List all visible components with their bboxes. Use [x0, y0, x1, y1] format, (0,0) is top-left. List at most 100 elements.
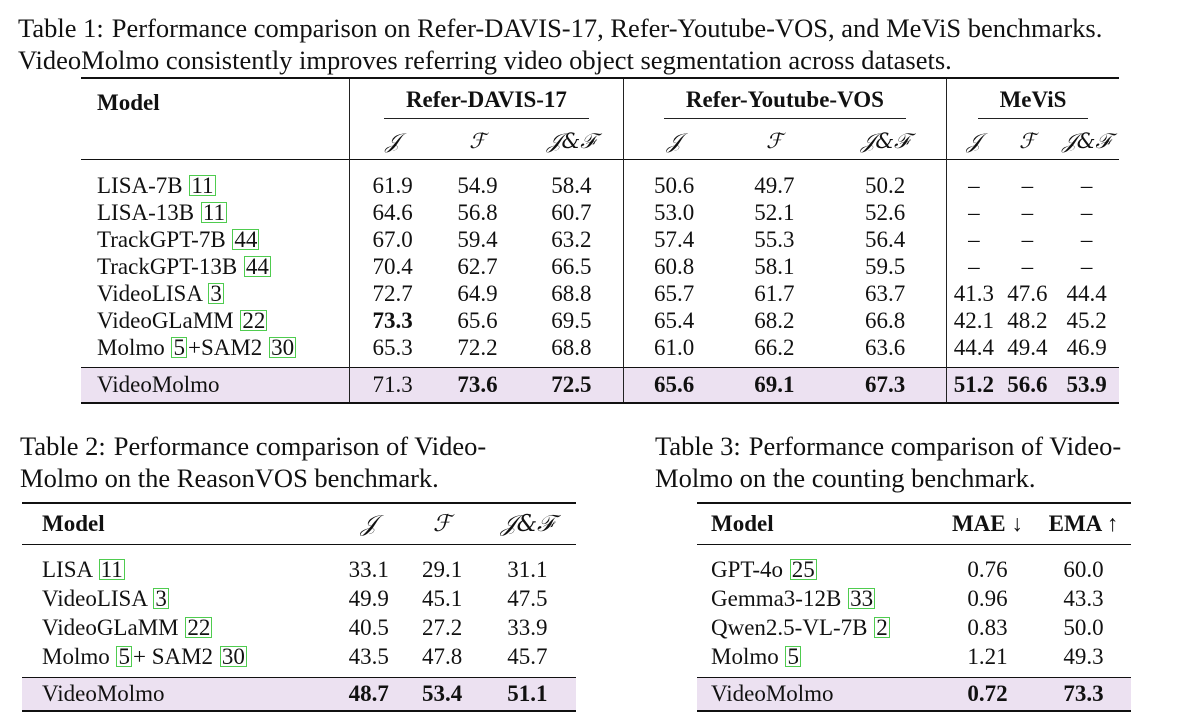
table1-metric-jf: 𝒥&ℱ	[547, 128, 596, 153]
citation-link[interactable]: 44	[243, 253, 271, 279]
table1-metric-jf: 𝒥&ℱ	[1062, 128, 1111, 153]
table1-caption: Table 1: Performance comparison on Refer-…	[18, 12, 1102, 76]
model-label: LISA	[42, 556, 92, 582]
citation-link[interactable]: 22	[185, 614, 213, 640]
table1-caption-text1: Performance comparison on Refer-DAVIS-17…	[111, 13, 1103, 43]
table2-caption-line2: Molmo on the ReasonVOS benchmark.	[20, 463, 439, 493]
table1-caption-line1: Table 1: Performance comparison on Refer-…	[18, 12, 1102, 44]
table-cell: 46.9	[1066, 334, 1107, 360]
table-row: LISA-7B 11 61.9 54.9 58.4 50.6 49.7 50.2– – –	[81, 159, 1119, 199]
table-cell: 0.72	[939, 677, 1036, 711]
table-cell: 40.5	[348, 614, 389, 640]
table-cell: 43.3	[1063, 585, 1104, 611]
table1-metric-j: 𝒥	[349, 123, 436, 160]
table-cell: 49.7	[754, 172, 795, 198]
model-label: VideoGLaMM	[42, 614, 179, 640]
citation-link[interactable]: 5	[171, 334, 187, 360]
citation-link[interactable]: 33	[848, 585, 876, 611]
citation-link[interactable]: 25	[789, 556, 817, 582]
table-cell: 43.5	[348, 643, 389, 669]
model-name: VideoMolmo	[81, 367, 350, 403]
table-row: Qwen2.5-VL-7B 2 0.83 50.0	[697, 613, 1131, 642]
model-label-suffix: + SAM2	[132, 643, 214, 669]
table-cell: 69.1	[724, 367, 825, 403]
model-label: Molmo	[711, 643, 779, 669]
table-cell: 65.3	[349, 334, 436, 368]
table-cell: 33.9	[507, 614, 548, 640]
model-label: LISA-13B	[97, 199, 195, 225]
model-label: VideoLISA	[42, 585, 147, 611]
table1-metric-f: ℱ	[1019, 129, 1036, 153]
table-row: VideoGLaMM 22 73.3 65.6 69.5 65.4 68.2 66.8 42.…	[81, 307, 1119, 334]
table-cell: 54.9	[457, 172, 498, 198]
model-name: VideoGLaMM 22	[81, 307, 350, 334]
table1-group-davis: Refer-DAVIS-17	[349, 78, 624, 123]
table-cell: 65.6	[457, 307, 498, 333]
citation-link[interactable]: 11	[98, 556, 125, 582]
table1-metric-f: ℱ	[469, 129, 486, 153]
citation-link[interactable]: 2	[874, 614, 890, 640]
citation-link[interactable]: 30	[269, 334, 297, 360]
model-label: Molmo	[97, 334, 165, 360]
table-cell: 71.3	[349, 367, 436, 403]
table-cell: 56.4	[865, 226, 906, 252]
table1-metric-f: ℱ	[766, 129, 783, 153]
table-cell: 66.2	[754, 334, 795, 360]
model-name: VideoMolmo	[697, 677, 939, 711]
table-cell: –	[1021, 172, 1034, 198]
table1: Model Refer-DAVIS-17 Refer-Youtube-VOS M…	[81, 77, 1119, 404]
table-cell: 55.3	[754, 226, 795, 252]
table1-group-mevis: MeViS	[945, 78, 1119, 123]
model-label: VideoGLaMM	[97, 307, 234, 333]
table3-caption-line1: Table 3: Performance comparison of Video-	[655, 431, 1122, 461]
table2-metric-jf: 𝒥&ℱ	[500, 511, 555, 537]
citation-link[interactable]: 5	[785, 643, 801, 669]
table-row: VideoLISA 3 49.9 45.1 47.5	[22, 584, 576, 613]
table-cell: 65.4	[622, 307, 725, 334]
table-cell: 57.4	[622, 226, 725, 253]
model-name: VideoGLaMM 22	[22, 613, 332, 642]
citation-link[interactable]: 22	[240, 307, 268, 333]
table-cell: 56.6	[1000, 367, 1055, 403]
table-row: VideoLISA 3 72.7 64.9 68.8 65.7 61.7 63.7 41.3 4…	[81, 280, 1119, 307]
table3-metric-mae: MAE ↓	[951, 511, 1023, 536]
model-label: TrackGPT-7B	[97, 226, 226, 252]
table-cell: –	[1080, 226, 1093, 252]
table-cell: 60.0	[1063, 556, 1104, 582]
table-cell: 72.2	[457, 334, 498, 360]
model-label: Qwen2.5-VL-7B	[711, 614, 868, 640]
citation-link[interactable]: 11	[200, 199, 228, 225]
table2-model-header: Model	[42, 511, 105, 536]
table-cell: 65.6	[622, 367, 725, 403]
model-name: LISA-13B 11	[81, 199, 350, 226]
table1-caption-line2: VideoMolmo consistently improves referri…	[18, 45, 952, 75]
citation-link[interactable]: 3	[153, 585, 169, 611]
table-cell: –	[945, 199, 1001, 226]
table-row: Molmo 5 1.21 49.3	[697, 642, 1131, 678]
citation-link[interactable]: 11	[189, 172, 216, 198]
citation-link[interactable]: 3	[208, 280, 224, 306]
table-cell: –	[1080, 253, 1093, 279]
citation-link[interactable]: 30	[219, 643, 247, 669]
table-cell: 50.2	[865, 172, 906, 198]
citation-link[interactable]: 44	[232, 226, 260, 252]
table-row-ours: VideoMolmo 0.72 73.3	[697, 677, 1131, 711]
citation-link[interactable]: 5	[116, 643, 132, 669]
table-cell: 53.0	[622, 199, 725, 226]
table2-caption: Table 2: Performance comparison of Video-…	[20, 430, 600, 494]
table-cell: –	[1021, 226, 1034, 252]
table-cell: 61.7	[754, 280, 795, 306]
table-cell: 45.2	[1066, 307, 1107, 333]
table-cell: 60.8	[622, 253, 725, 280]
table-cell: 68.2	[754, 307, 795, 333]
model-name: Molmo 5 + SAM2 30	[22, 642, 332, 678]
table-cell: 72.7	[349, 280, 436, 307]
table-cell: 1.21	[967, 643, 1008, 669]
model-name: Qwen2.5-VL-7B 2	[697, 613, 939, 642]
table-cell: 52.1	[754, 199, 795, 225]
table-cell: 49.4	[1007, 334, 1048, 360]
table-cell: 41.3	[945, 280, 1001, 307]
table3-model-header: Model	[711, 511, 774, 536]
table-cell: 59.5	[865, 253, 906, 279]
table-cell: 53.4	[405, 677, 479, 711]
